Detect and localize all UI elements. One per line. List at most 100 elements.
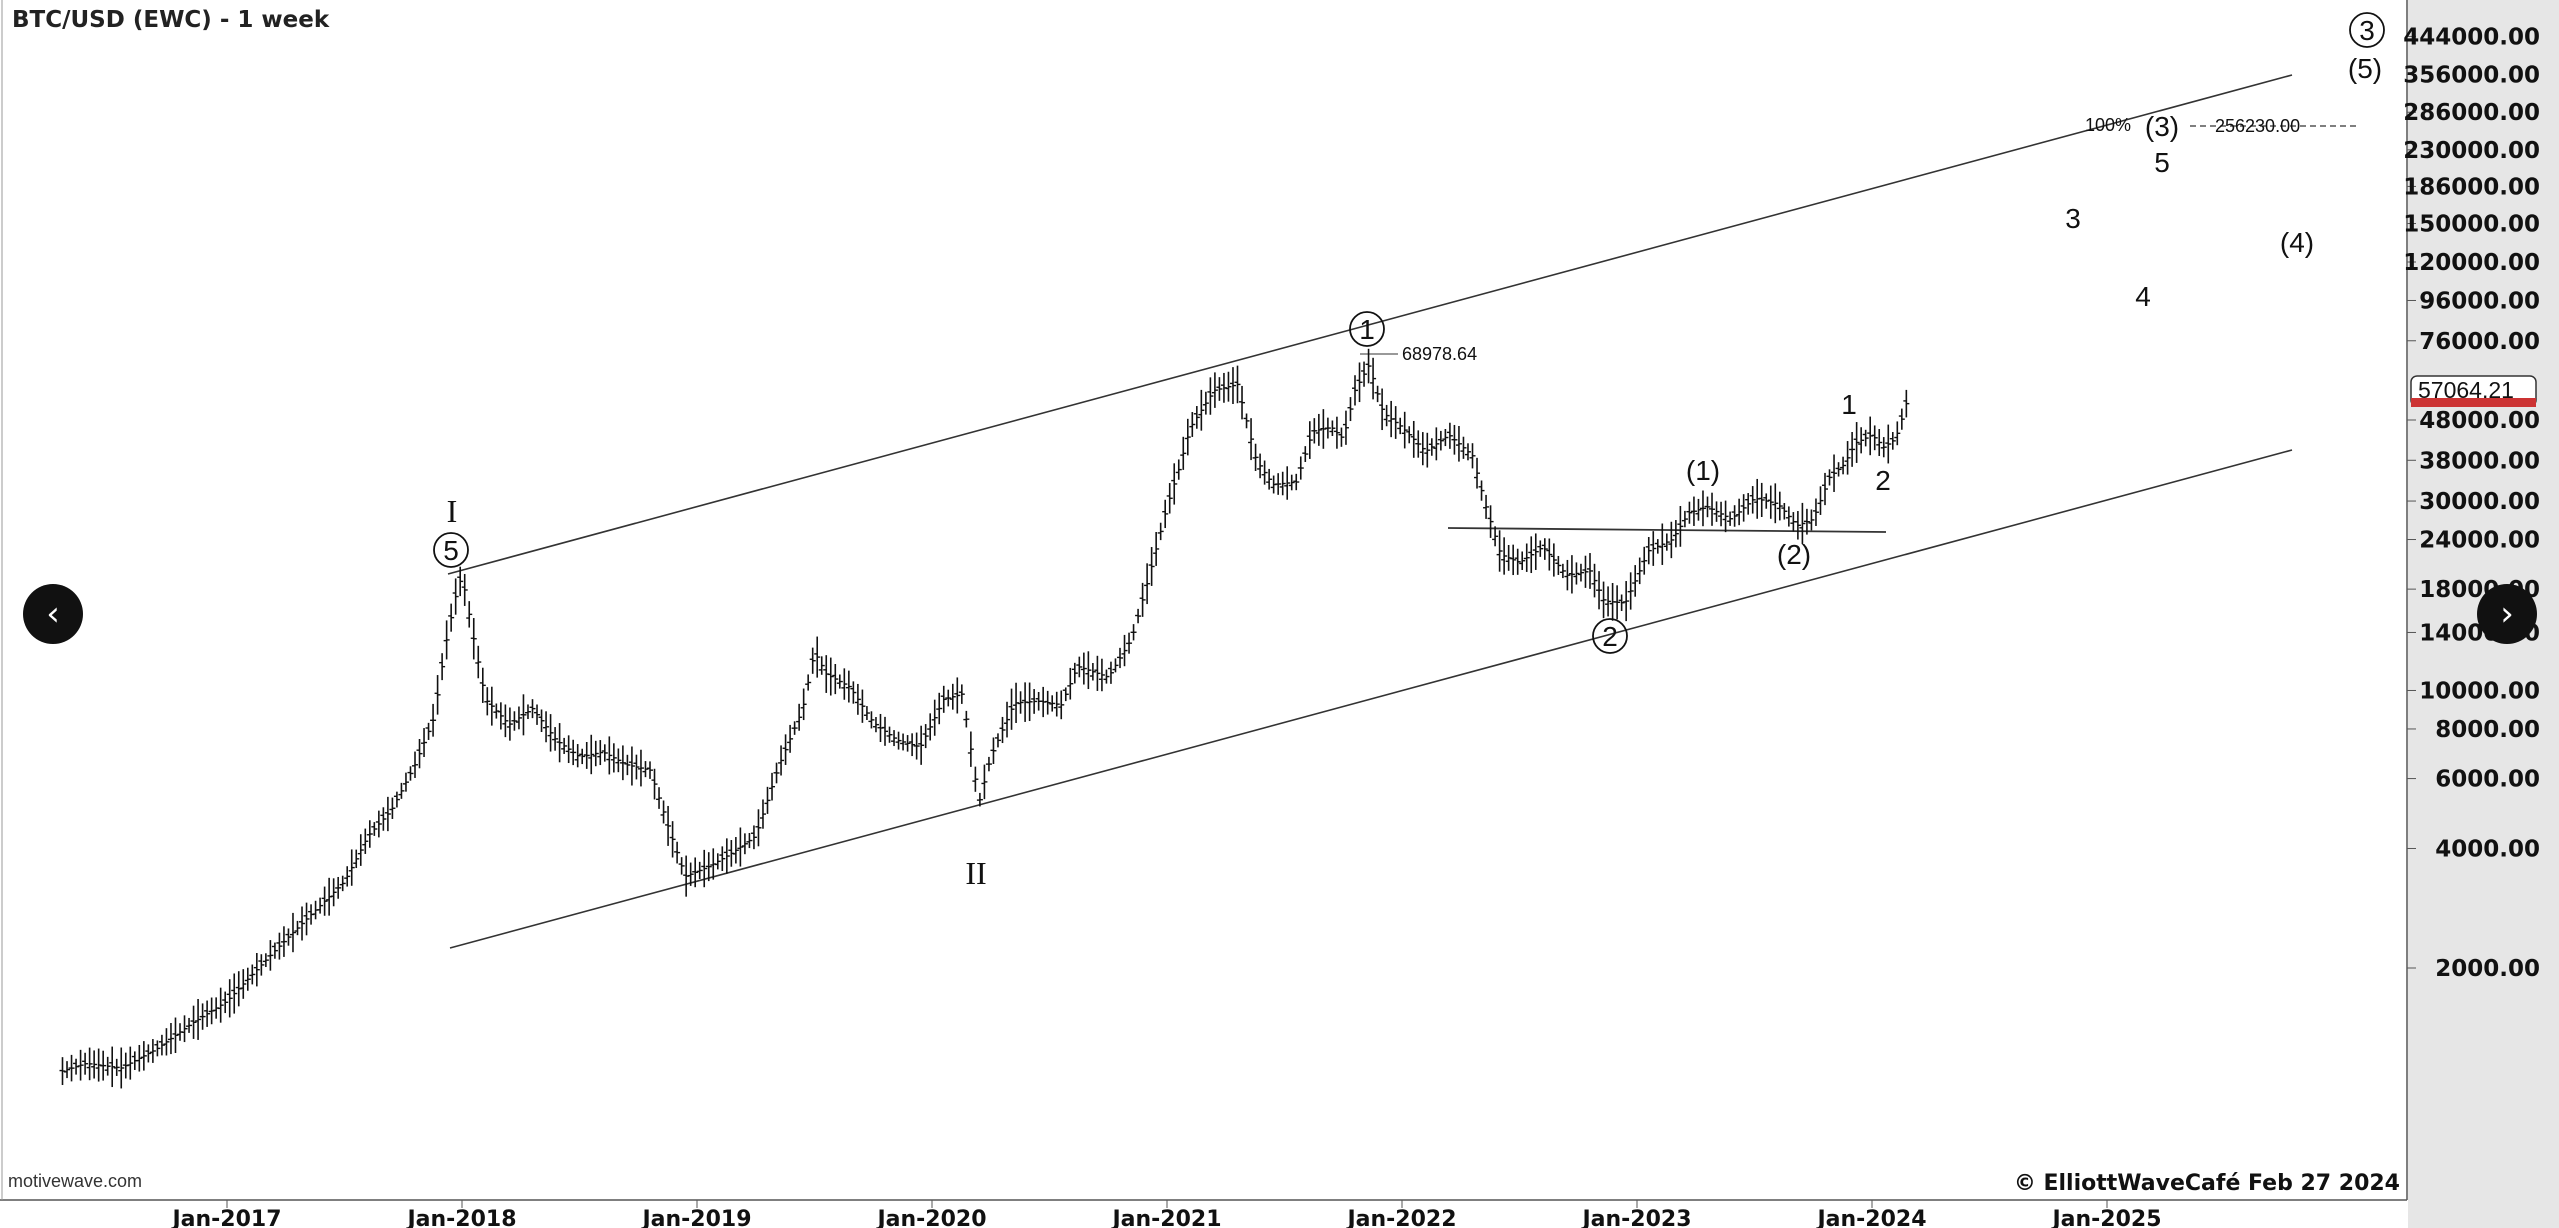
price-bar <box>1727 511 1734 526</box>
price-bar <box>543 711 550 743</box>
price-bar <box>1239 385 1246 420</box>
price-bar <box>448 603 455 632</box>
next-chevron-icon[interactable]: › <box>2477 584 2537 644</box>
x-tick-label: Jan-2017 <box>170 1207 281 1228</box>
wave-label-circled-2: 2 <box>1602 621 1618 652</box>
price-bar <box>1758 482 1765 518</box>
price-bar <box>940 685 947 713</box>
price-bar <box>1745 493 1752 515</box>
price-bar <box>741 833 748 855</box>
price-bar <box>222 991 229 1014</box>
price-bar <box>1528 536 1535 574</box>
y-tick-label: 444000.00 <box>2403 24 2540 50</box>
wave-label-roman-I: I <box>447 493 458 529</box>
price-bar <box>1853 422 1860 463</box>
target-value-label: 256230.00 <box>2215 116 2300 136</box>
price-bar <box>1690 496 1697 526</box>
price-bar <box>1117 647 1123 669</box>
price-bar <box>647 761 653 779</box>
price-bar <box>1623 581 1630 622</box>
price-bar <box>1577 563 1584 582</box>
price-bar <box>674 841 681 864</box>
price-bar <box>1501 537 1508 575</box>
price-bar <box>936 692 943 725</box>
price-bar <box>64 1061 71 1079</box>
price-bar <box>1555 555 1562 575</box>
price-bar <box>1831 454 1838 492</box>
price-bar <box>583 742 590 769</box>
y-tick-label: 76000.00 <box>2419 329 2540 355</box>
price-bar <box>412 751 418 778</box>
price-bar <box>633 754 640 780</box>
x-tick-label: Jan-2018 <box>405 1207 516 1228</box>
price-bar <box>1582 555 1589 588</box>
price-bar <box>1180 436 1187 470</box>
price-bar <box>809 647 816 674</box>
price-bar <box>872 717 879 733</box>
price-bar <box>1103 669 1110 684</box>
y-tick-label: 8000.00 <box>2435 717 2540 743</box>
price-bar <box>430 703 437 737</box>
price-bar <box>1880 437 1887 458</box>
price-bar <box>479 667 486 703</box>
price-bar <box>1663 533 1670 551</box>
price-bar <box>651 768 658 800</box>
price-bar <box>818 656 825 675</box>
price-bar <box>1844 441 1851 475</box>
price-bar <box>1306 421 1313 459</box>
price-bar <box>1767 485 1774 519</box>
price-bar <box>994 733 1001 748</box>
price-bar <box>330 878 337 907</box>
price-bar <box>1546 538 1553 571</box>
y-tick-label: 24000.00 <box>2419 528 2540 554</box>
price-bar <box>1587 553 1593 589</box>
price-bar <box>1017 691 1024 714</box>
price-bar <box>425 722 432 740</box>
price-bar <box>1049 695 1056 712</box>
price-bar <box>750 825 757 850</box>
price-bar <box>389 797 396 819</box>
price-bar <box>190 1005 197 1039</box>
price-bar <box>1713 501 1720 522</box>
price-bar <box>732 837 739 864</box>
wave-label-paren-2: (2) <box>1777 539 1811 570</box>
price-bar <box>466 601 473 628</box>
price-bar <box>1618 594 1625 611</box>
x-tick-label: Jan-2024 <box>1815 1207 1926 1228</box>
price-bar <box>1871 425 1878 451</box>
price-bar <box>678 857 685 875</box>
previous-chevron-icon[interactable]: ‹ <box>23 584 83 644</box>
price-bar <box>520 694 527 736</box>
price-bar <box>1406 426 1413 444</box>
price-bar <box>773 762 780 784</box>
price-bar <box>561 737 568 754</box>
price-bar <box>1347 397 1354 422</box>
price-bar <box>778 745 785 776</box>
price-bar <box>882 716 888 746</box>
price-bar <box>976 792 983 807</box>
price-bar <box>1573 562 1580 585</box>
price-bar <box>800 688 807 721</box>
price-bar <box>1193 406 1200 429</box>
price-bar <box>59 1057 66 1086</box>
price-bar <box>1107 661 1114 684</box>
price-bar <box>552 727 559 751</box>
price-bar <box>1885 424 1892 464</box>
price-bar <box>1175 459 1182 480</box>
price-bar <box>186 1017 193 1033</box>
current-price-tag: 57064.21 <box>2410 375 2537 407</box>
price-bar <box>1076 656 1083 678</box>
price-bar <box>1379 388 1386 431</box>
wave-circle-5-ring <box>433 532 469 568</box>
support-line <box>1447 527 1887 533</box>
price-bar <box>624 754 631 776</box>
price-bar <box>1704 496 1711 518</box>
chart-title: BTC/USD (EWC) - 1 week <box>12 7 330 33</box>
price-bar <box>1139 582 1146 617</box>
peak-value-label: 68978.64 <box>1402 344 1477 364</box>
price-bar <box>845 670 852 703</box>
price-bar <box>547 714 554 752</box>
price-bar <box>1031 689 1038 714</box>
price-bar <box>954 677 961 714</box>
